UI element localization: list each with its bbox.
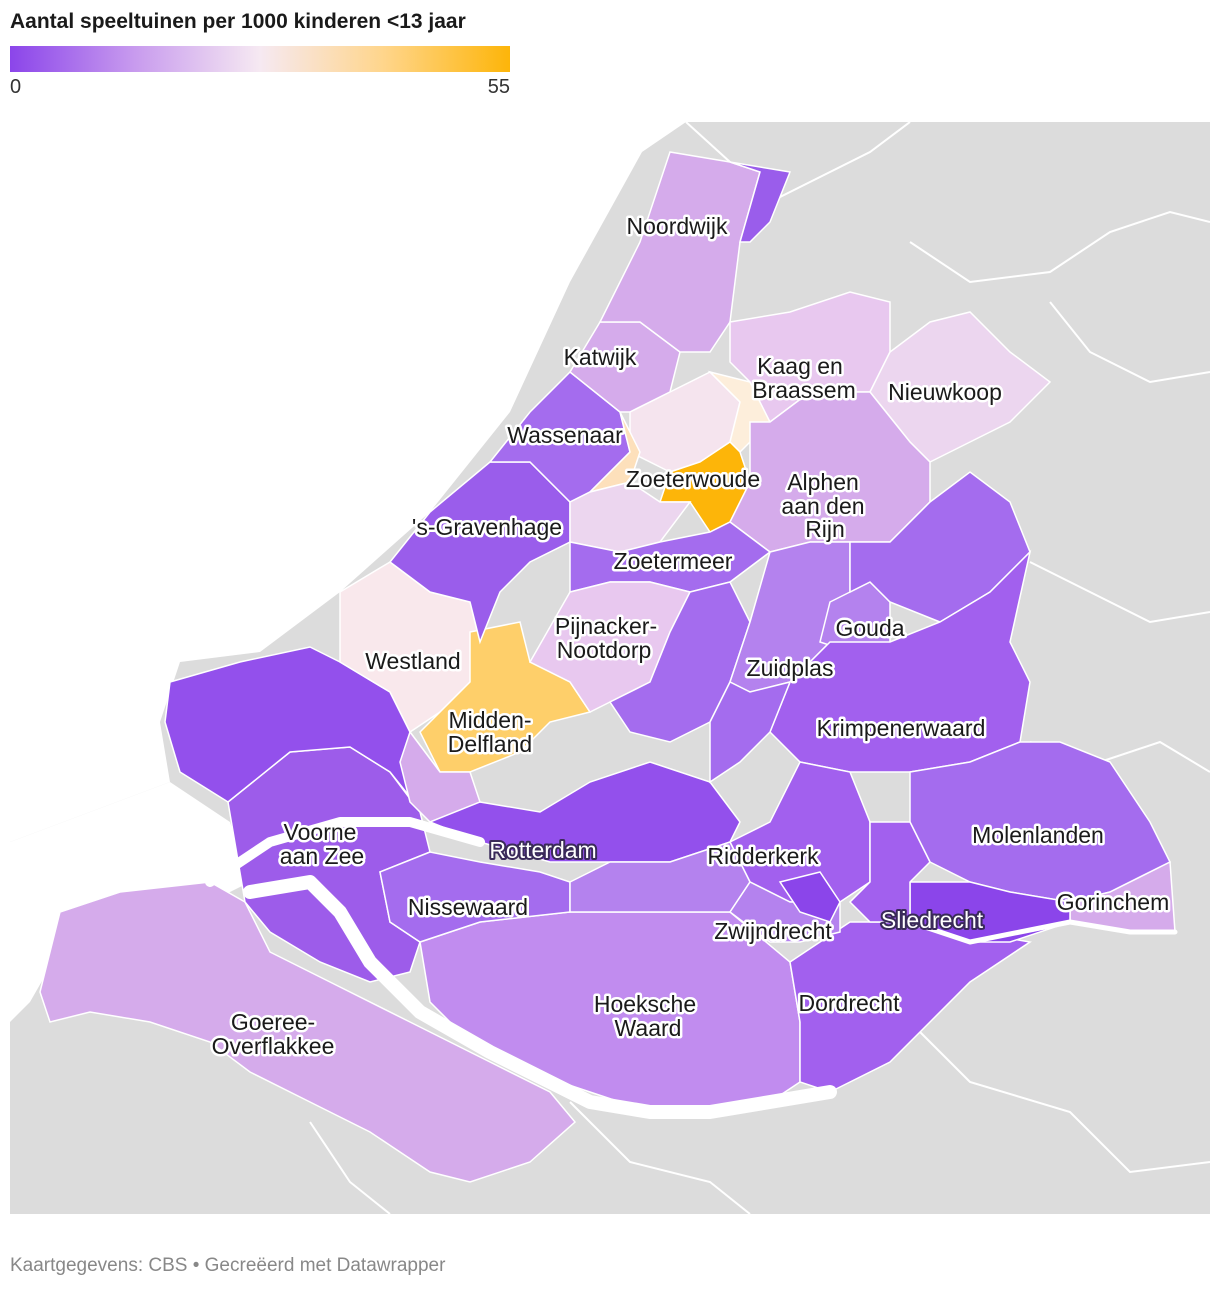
rivers: [205, 817, 1178, 1119]
label-noordwijk: Noordwijk: [627, 213, 728, 239]
label-hoeksche: Hoeksche: [594, 991, 696, 1017]
label-s-gravenhage: 's-Gravenhage: [412, 514, 562, 540]
chart-title: Aantal speeltuinen per 1000 kinderen <13…: [10, 10, 466, 33]
label-overflakkee: Overflakkee: [212, 1033, 335, 1059]
region-hendrik-ido-ambacht[interactable]: [778, 871, 841, 923]
label-katwijk: Katwijk: [564, 344, 637, 370]
label-kaag-en: Kaag en: [757, 353, 843, 379]
label-krimpenerwaard: Krimpenerwaard: [817, 715, 986, 741]
label-goeree: Goeree-: [231, 1009, 315, 1035]
label-gorinchem: Gorinchem: [1057, 889, 1169, 915]
label-pijnacker: Pijnacker-: [555, 613, 657, 639]
label-delfland: Delfland: [448, 731, 532, 757]
label-sliedrecht: Sliedrecht: [881, 907, 984, 933]
region-maassluis[interactable]: [399, 730, 481, 823]
label-zoeterwoude: Zoeterwoude: [626, 466, 760, 492]
region-north-strip[interactable]: [729, 161, 792, 243]
label-wassenaar: Wassenaar: [507, 422, 623, 448]
label-nissewaard: Nissewaard: [408, 894, 528, 920]
choropleth-map: Noordwijk Katwijk Kaag en Braassem Nieuw…: [10, 122, 1210, 1214]
north-sea: [10, 122, 686, 842]
label-aan-den: aan den: [781, 493, 864, 519]
label-midden: Midden-: [448, 707, 531, 733]
legend-max-label: 55: [487, 76, 510, 98]
label-molenlanden: Molenlanden: [972, 822, 1104, 848]
legend-min-label: 0: [10, 76, 22, 98]
region-goeree-overflakkee[interactable]: [39, 881, 577, 1183]
region-capelle[interactable]: [709, 680, 792, 784]
neighbour-borders: [309, 122, 1210, 1214]
label-voorne: Voorne: [284, 819, 357, 845]
label-dordrecht: Dordrecht: [799, 990, 901, 1016]
label-rijn: Rijn: [805, 516, 845, 542]
label-waard: Waard: [615, 1015, 682, 1041]
label-alphen: Alphen: [787, 469, 859, 495]
label-zuidplas: Zuidplas: [747, 655, 834, 681]
label-aan-zee: aan Zee: [280, 843, 364, 869]
label-zoetermeer: Zoetermeer: [614, 548, 733, 574]
label-braassem: Braassem: [752, 377, 856, 403]
label-zwijndrecht: Zwijndrecht: [714, 918, 832, 944]
label-gouda: Gouda: [835, 615, 904, 641]
region-zwijndrecht[interactable]: [728, 881, 841, 943]
label-ridderkerk: Ridderkerk: [707, 843, 819, 869]
label-rotterdam: Rotterdam: [489, 837, 596, 863]
label-nieuwkoop: Nieuwkoop: [888, 379, 1002, 405]
label-westland: Westland: [365, 648, 460, 674]
color-legend-bar: [10, 46, 510, 72]
label-nootdorp: Nootdorp: [557, 637, 652, 663]
source-credit: Kaartgegevens: CBS • Gecreëerd met Dataw…: [10, 1255, 446, 1276]
region-s-gravenhage[interactable]: [388, 461, 571, 645]
